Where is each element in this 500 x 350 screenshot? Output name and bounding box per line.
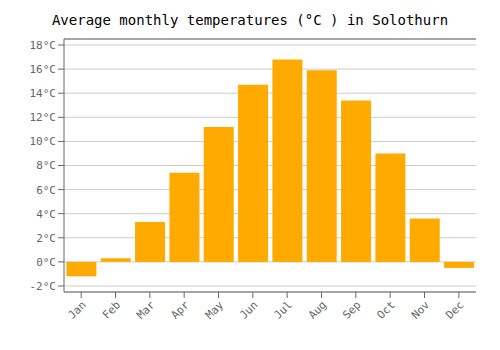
svg-text:14°C: 14°C (30, 87, 57, 100)
svg-text:Jul: Jul (272, 298, 295, 321)
svg-text:Oct: Oct (375, 298, 398, 321)
svg-text:Nov: Nov (409, 298, 433, 322)
svg-text:May: May (203, 298, 227, 322)
svg-text:Jan: Jan (66, 298, 89, 321)
svg-text:12°C: 12°C (30, 111, 57, 124)
svg-text:-2°C: -2°C (30, 280, 57, 293)
svg-text:2°C: 2°C (36, 232, 56, 245)
svg-text:Jun: Jun (237, 298, 260, 321)
html-text:Average monthly temperatures (: Average monthly temperatures (°C ) in So… (51, 12, 449, 28)
svg-text:Feb: Feb (100, 298, 123, 321)
svg-text:Aug: Aug (306, 298, 329, 321)
svg-text:10°C: 10°C (30, 135, 57, 148)
svg-text:6°C: 6°C (36, 184, 56, 197)
svg-text:Sep: Sep (340, 298, 363, 321)
svg-text:Apr: Apr (169, 298, 193, 322)
svg-text:8°C: 8°C (36, 159, 56, 172)
svg-text:18°C: 18°C (30, 39, 57, 52)
svg-text:4°C: 4°C (36, 208, 56, 221)
svg-text:16°C: 16°C (30, 63, 57, 76)
svg-text:Dec: Dec (443, 298, 466, 321)
svg-text:0°C: 0°C (36, 256, 56, 269)
svg-text:Mar: Mar (134, 298, 158, 322)
